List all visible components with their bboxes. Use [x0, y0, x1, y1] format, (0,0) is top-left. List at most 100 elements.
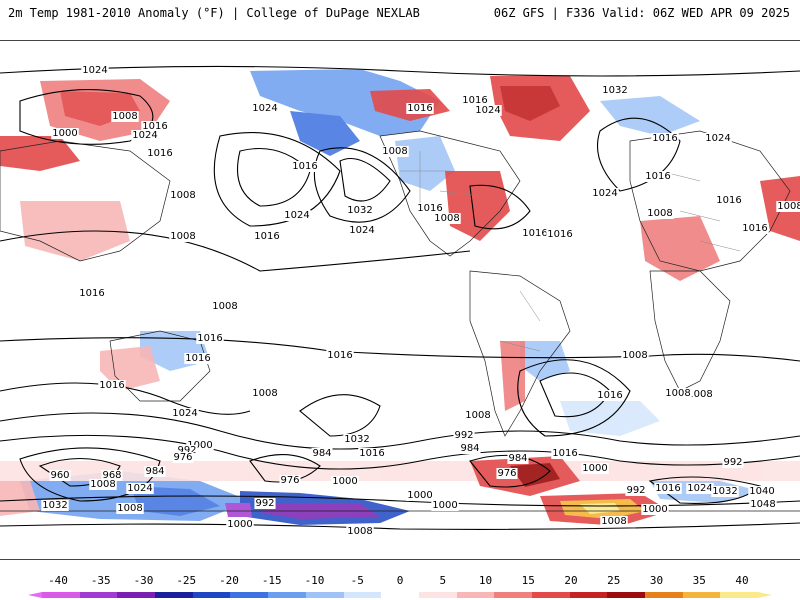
colorbar-tick-label: 0	[396, 574, 404, 587]
colorbar-tick-label: -10	[304, 574, 325, 587]
colorbar-segment	[381, 592, 419, 598]
isobar-label: 1008	[170, 190, 195, 201]
colorbar-segment	[645, 592, 683, 598]
isobar-label: 1024	[687, 483, 712, 494]
colorbar-segment	[42, 592, 80, 598]
isobar-label-background	[348, 225, 376, 236]
isobar-label: 1008	[601, 516, 626, 527]
colorbar-segment	[607, 592, 645, 598]
isobar-label-background	[686, 389, 714, 400]
colorbar-segment	[682, 592, 721, 598]
isobar-label: 1016	[197, 333, 222, 344]
colorbar-segment	[268, 592, 306, 598]
isobar-label: 1024	[82, 65, 107, 76]
isobar-label-background	[326, 350, 354, 361]
isobar-label: 1000	[407, 490, 432, 501]
isobar-label: 1016	[79, 288, 104, 299]
model-run-info: 06Z GFS | F336 Valid: 06Z WED APR 09 202…	[493, 6, 790, 20]
isobar-label: 992	[626, 485, 645, 496]
isobar-label-background	[331, 476, 359, 487]
colorbar-low-extend	[28, 592, 42, 598]
isobar-label-background	[600, 516, 628, 527]
isobar-label-background	[686, 483, 714, 494]
isobar-label-background	[171, 408, 199, 419]
isobar-label: 1000	[642, 504, 667, 515]
cold-anomaly-regions	[20, 69, 760, 525]
isobar-label: 1008	[212, 301, 237, 312]
isobar-label: 1024	[592, 188, 617, 199]
isobar-label-background	[176, 445, 198, 456]
colorbar-segment	[456, 592, 495, 598]
isobar-label: 1048	[750, 499, 775, 510]
isobar-label: 1016	[462, 95, 487, 106]
isobar-label: 1008	[665, 388, 690, 399]
isobar-label: 1000	[432, 500, 457, 511]
isobar-label-background	[776, 201, 800, 212]
isobar-label-background	[169, 231, 197, 242]
isobar-label-background	[81, 65, 109, 76]
isobar-label-background	[251, 103, 279, 114]
isobar-label: 1024	[475, 105, 500, 116]
colorbar-segment	[192, 592, 231, 598]
isobar-label-background	[416, 203, 444, 214]
isobar-label: 1016	[254, 231, 279, 242]
isobar-label: 992	[723, 457, 742, 468]
isobar-label-background	[749, 499, 777, 510]
isobar-label: 1032	[344, 434, 369, 445]
isobar-label: 960	[50, 470, 69, 481]
colorbar-segment	[569, 592, 608, 598]
colorbar-tick-label: 40	[735, 574, 749, 587]
isobar-label: 1016	[327, 350, 352, 361]
isobar-label: 1008	[647, 208, 672, 219]
isobar-label: 1024	[127, 483, 152, 494]
isobar-label-background	[131, 130, 159, 141]
isobar-label-background	[715, 195, 743, 206]
isobar-label: 1008	[622, 350, 647, 361]
isobar-label-background	[41, 500, 69, 511]
isobar-label: 1016	[99, 380, 124, 391]
isobar-label-background	[546, 229, 574, 240]
isobar-label: 968	[102, 470, 121, 481]
colorbar-segment	[494, 592, 532, 598]
colorbar-tick-label: -35	[90, 574, 111, 587]
isobar-label-background	[644, 171, 672, 182]
isobar-label: 1008	[777, 201, 800, 212]
isobar-label-background	[453, 430, 475, 441]
colorbar-tick-label: 30	[649, 574, 664, 587]
isobar-label-background	[279, 475, 301, 486]
isobar-label: 1016	[716, 195, 741, 206]
colorbar-tick-label: 15	[521, 574, 535, 587]
isobar-label: 1000	[332, 476, 357, 487]
isobar-label-background	[311, 448, 333, 459]
isobar-label-background	[521, 228, 549, 239]
isobar-label-background	[591, 188, 619, 199]
isobar-label: 1016	[407, 103, 432, 114]
isobar-label-background	[346, 526, 374, 537]
isobar-label-background	[141, 121, 169, 132]
isobar-label-background	[226, 519, 254, 530]
colorbar-segment	[117, 592, 156, 598]
isobar-label: 1032	[602, 85, 627, 96]
isobar-label-background	[406, 103, 434, 114]
isobar-label: 1000	[227, 519, 252, 530]
isobar-label-background	[111, 111, 139, 122]
isobar-label: 1008	[382, 146, 407, 157]
colorbar-tick-label: -40	[48, 574, 68, 587]
isobar-label: 1024	[252, 103, 277, 114]
isobar-label: 1008	[90, 479, 115, 490]
anomaly-map[interactable]: 1024 1008 1016 1000 1024 1016 1024 1016 1016 1024…	[0, 40, 800, 560]
isobar-label: 1008	[687, 389, 712, 400]
isobar-label: 976	[173, 452, 192, 463]
isobar-label: 1008	[117, 503, 142, 514]
isobar-label-background	[711, 486, 739, 497]
isobar-label-background	[581, 463, 609, 474]
isobar-label-background	[621, 350, 649, 361]
isobar-label: 1016	[547, 229, 572, 240]
isobar-label-background	[186, 440, 214, 451]
isobar-label: 1024	[132, 130, 157, 141]
isobar-label-background	[496, 468, 518, 479]
isobar-label-background	[464, 410, 492, 421]
isobar-label-background	[251, 388, 279, 399]
isobar-label-background	[358, 448, 386, 459]
